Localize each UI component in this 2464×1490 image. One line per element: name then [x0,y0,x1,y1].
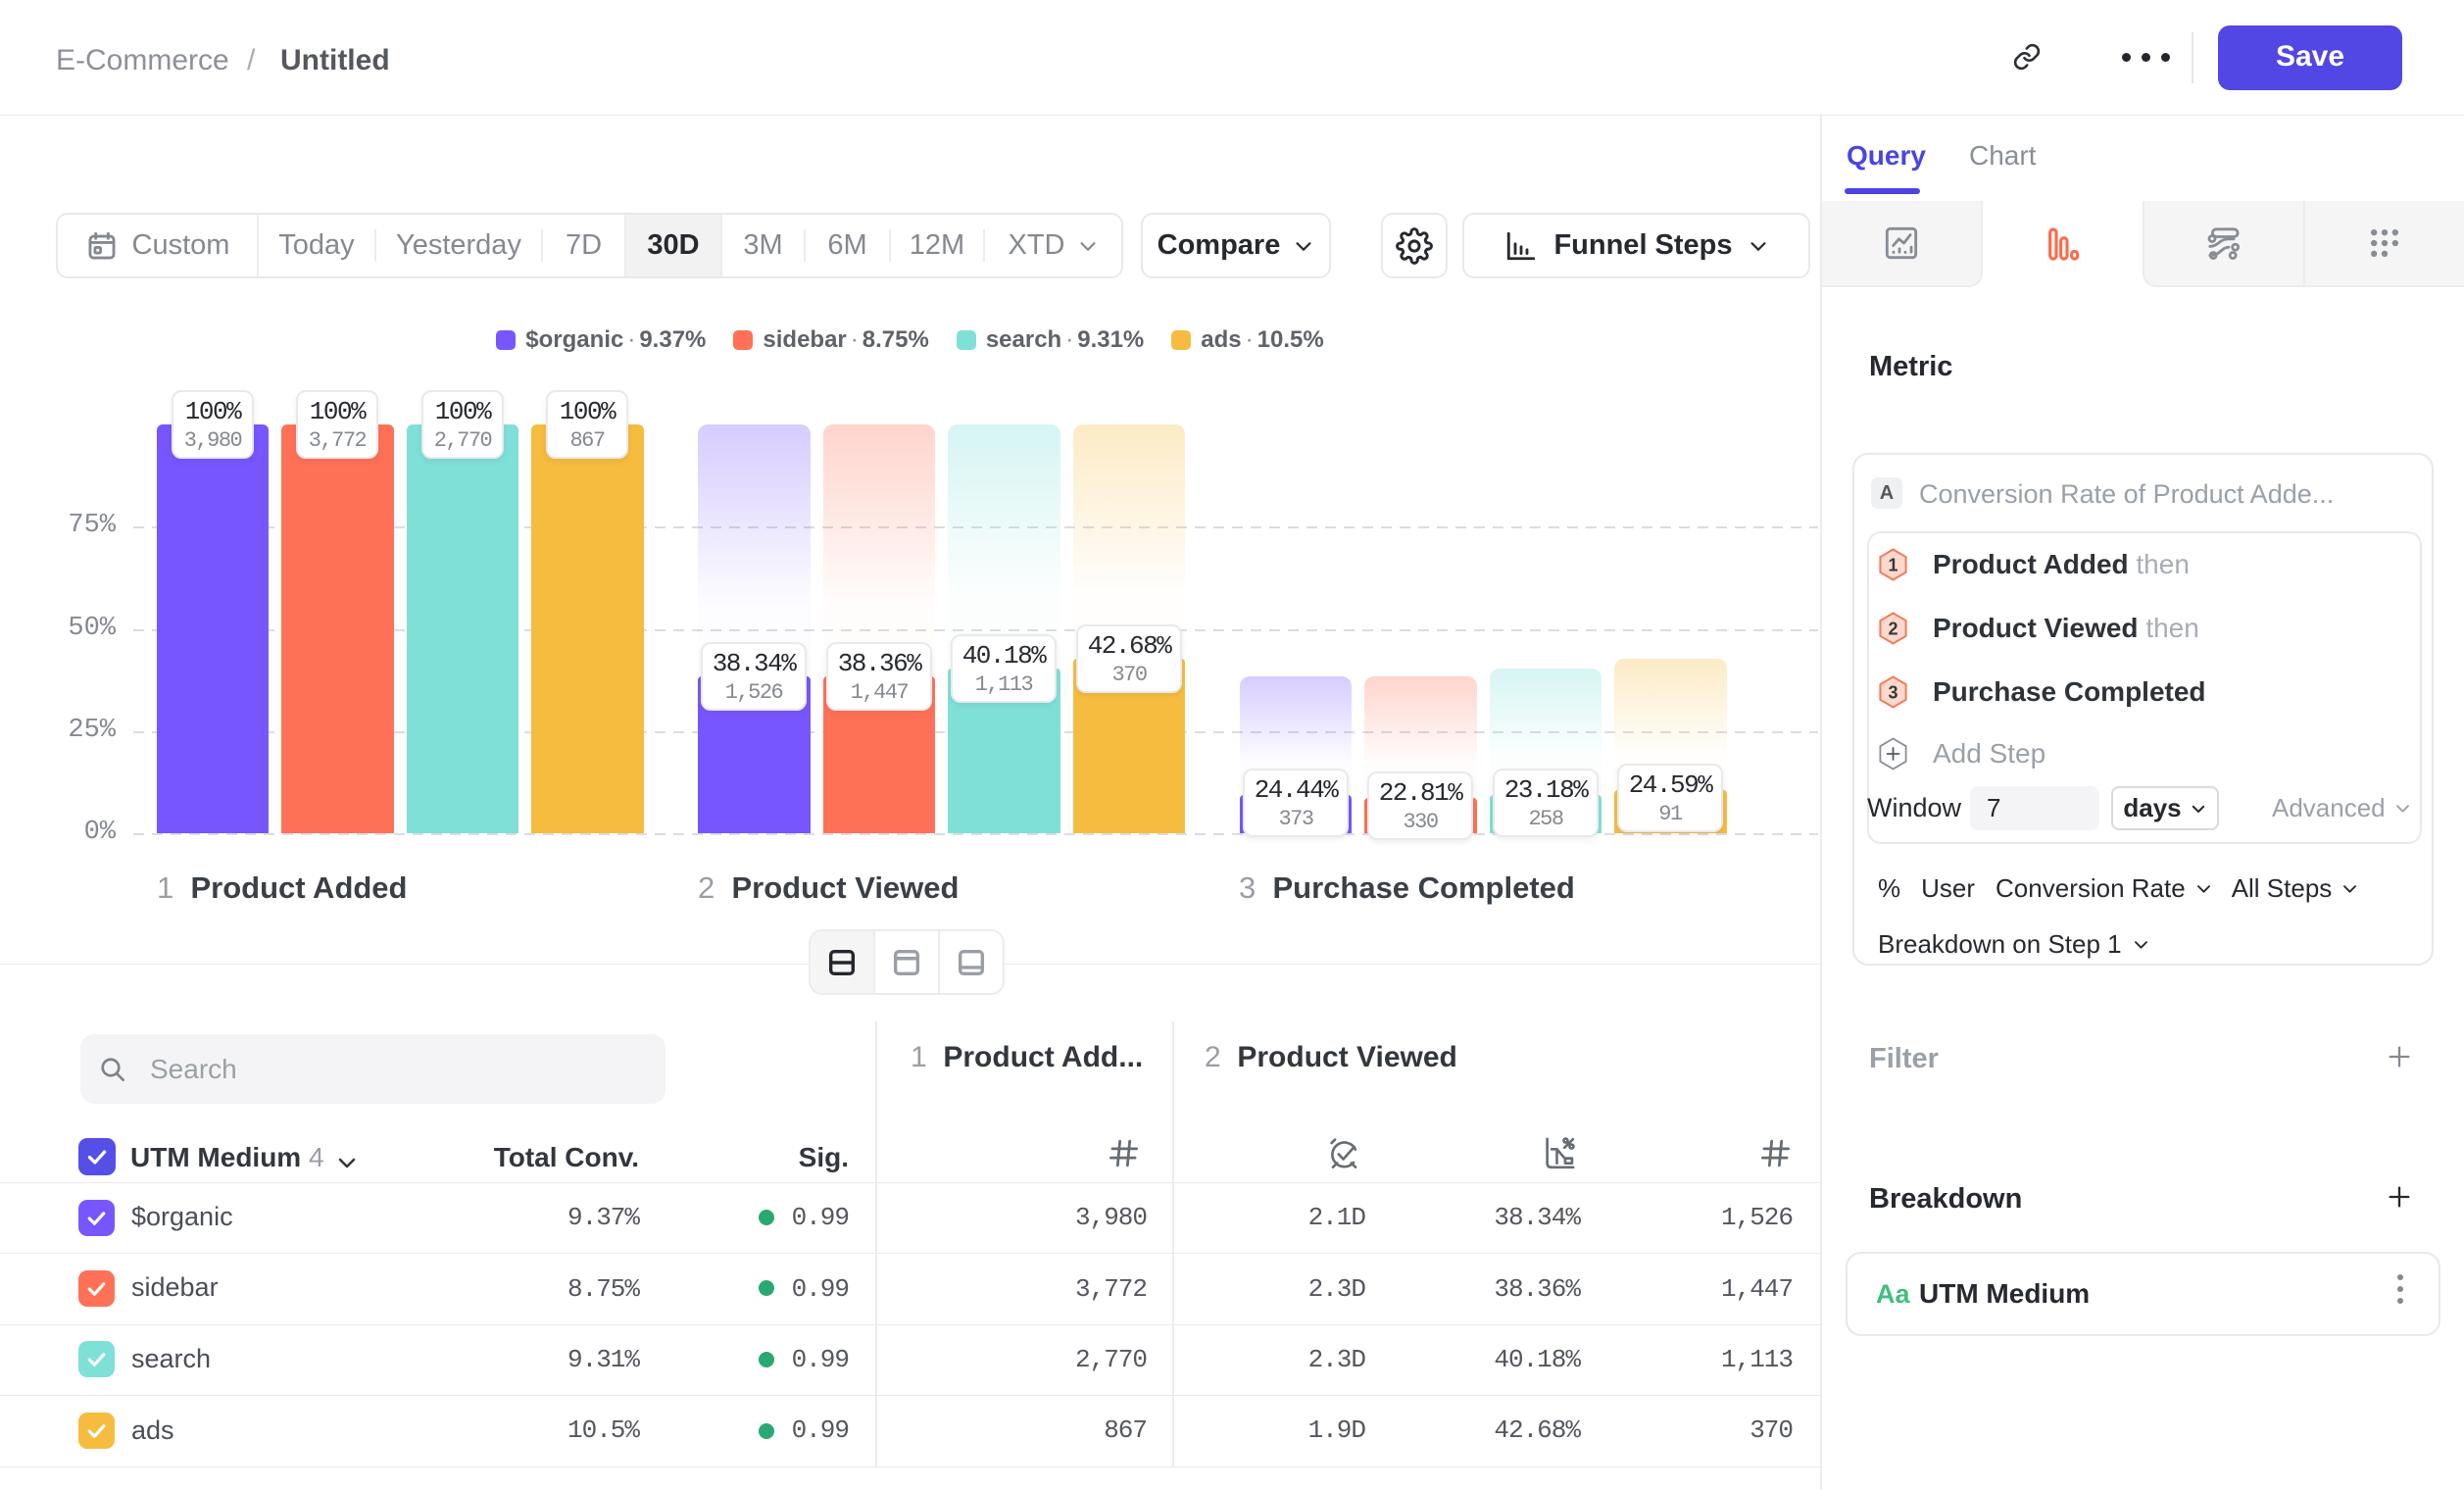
svg-text:3: 3 [1888,683,1897,703]
svg-text:2: 2 [1888,620,1897,639]
svg-text:1: 1 [1888,556,1897,575]
